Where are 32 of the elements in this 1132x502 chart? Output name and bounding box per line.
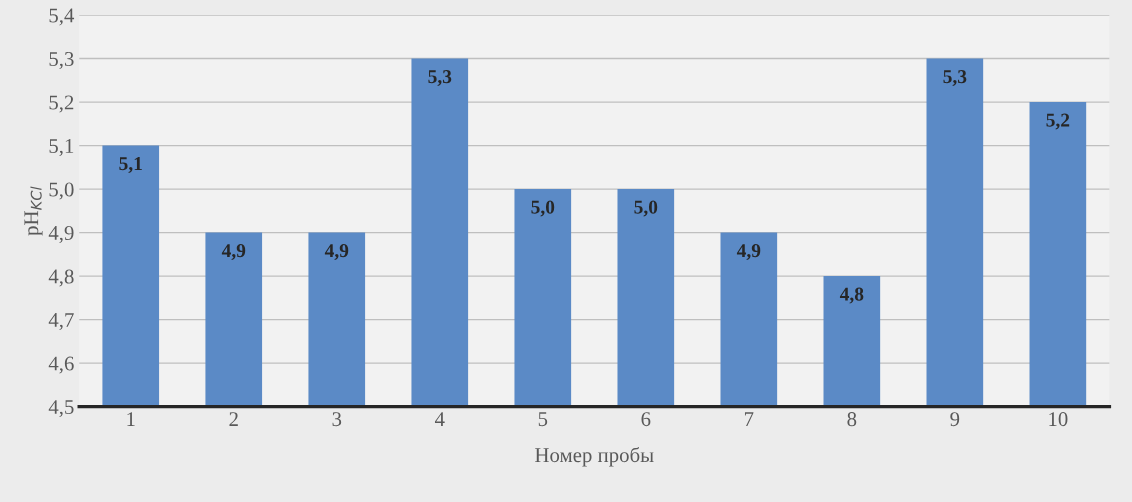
y-tick-label: 5,4 [49,8,75,26]
data-label: 4,9 [324,244,349,260]
x-tick-label: 3 [332,412,342,427]
x-tick-label: 8 [847,412,857,427]
y-tick-label: 4,8 [48,269,74,287]
y-tick-label: 5,2 [49,95,74,113]
data-label: 5,0 [531,200,555,217]
data-label: 5,1 [119,157,142,173]
data-label: 4,9 [736,244,761,260]
y-tick-label: 4,6 [48,356,74,374]
x-tick-label: 6 [641,412,651,427]
y-tick-label: 5,0 [49,182,74,200]
x-tick-label: 5 [538,412,548,427]
x-axis-title: Номер пробы [535,447,654,467]
x-tick-label: 10 [1049,412,1068,427]
y-tick-label: 4,7 [48,313,74,331]
data-label: 4,9 [221,244,246,260]
data-label: 5,3 [943,70,967,86]
data-label: 4,8 [839,287,864,304]
data-label: 5,3 [428,70,452,86]
y-axis-title: pH$_{KCl}$ [24,186,43,236]
x-tick-label: 1 [127,412,135,426]
data-label: 5,2 [1046,113,1070,130]
y-tick-label: 5,3 [49,52,74,69]
y-tick-label: 4,9 [48,226,74,244]
x-tick-label: 7 [744,412,754,426]
data-label: 5,0 [634,200,658,217]
x-tick-label: 9 [950,412,960,427]
x-tick-label: 4 [434,412,445,426]
x-tick-label: 2 [229,412,238,426]
y-tick-label: 4,5 [48,400,74,418]
y-tick-label: 5,1 [49,139,74,157]
